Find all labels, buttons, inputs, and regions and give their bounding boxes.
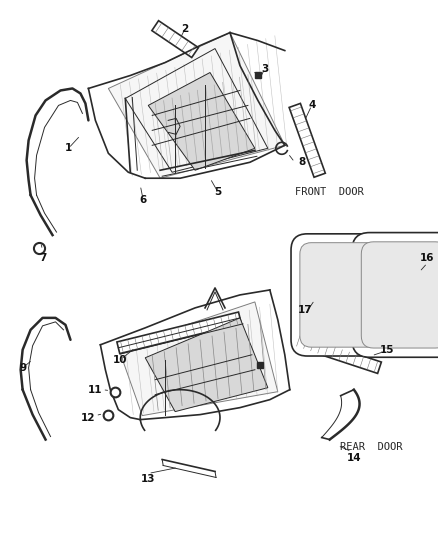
Text: 15: 15 bbox=[379, 345, 394, 355]
Text: FRONT  DOOR: FRONT DOOR bbox=[294, 187, 363, 197]
Text: 17: 17 bbox=[297, 305, 311, 315]
Polygon shape bbox=[108, 33, 284, 178]
Polygon shape bbox=[145, 318, 267, 411]
Text: 12: 12 bbox=[81, 413, 95, 423]
Text: REAR  DOOR: REAR DOOR bbox=[339, 441, 401, 451]
Polygon shape bbox=[152, 21, 198, 58]
Text: 10: 10 bbox=[113, 355, 127, 365]
Polygon shape bbox=[148, 72, 254, 170]
Polygon shape bbox=[117, 312, 241, 353]
Polygon shape bbox=[289, 103, 325, 177]
Text: 13: 13 bbox=[141, 474, 155, 484]
Polygon shape bbox=[292, 334, 381, 374]
Text: 6: 6 bbox=[139, 195, 147, 205]
Polygon shape bbox=[118, 302, 277, 416]
Text: 2: 2 bbox=[181, 23, 188, 34]
FancyBboxPatch shape bbox=[360, 242, 438, 348]
FancyBboxPatch shape bbox=[351, 232, 438, 357]
Text: 16: 16 bbox=[419, 253, 434, 263]
Text: 4: 4 bbox=[307, 100, 314, 110]
Text: 11: 11 bbox=[88, 385, 102, 394]
Text: 1: 1 bbox=[65, 143, 72, 154]
FancyBboxPatch shape bbox=[299, 243, 378, 347]
Text: 14: 14 bbox=[346, 453, 361, 463]
FancyBboxPatch shape bbox=[290, 234, 387, 356]
Text: 5: 5 bbox=[214, 187, 221, 197]
Text: 3: 3 bbox=[261, 63, 268, 74]
Text: 8: 8 bbox=[297, 157, 305, 167]
Text: 9: 9 bbox=[19, 363, 26, 373]
Text: 7: 7 bbox=[39, 253, 46, 263]
